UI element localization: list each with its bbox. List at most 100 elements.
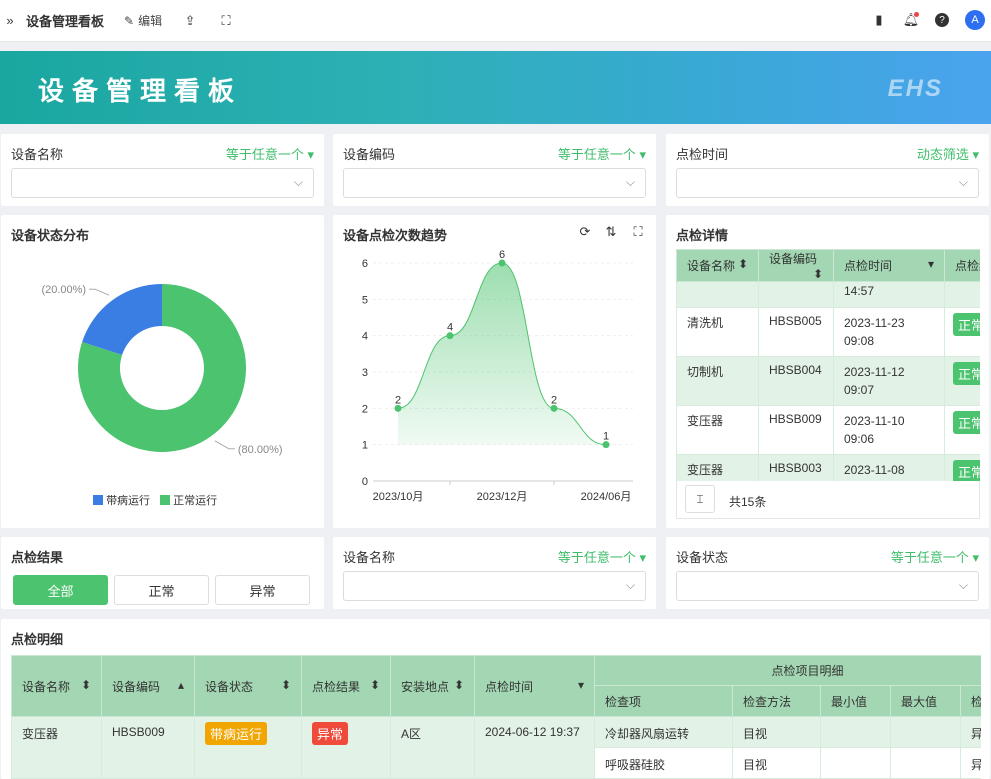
result-title: 点检结果 <box>11 550 64 565</box>
cell-code: HBSB004 <box>758 356 834 406</box>
cell-name: 变压器 <box>676 454 759 481</box>
cell-time: 2023-11-10 09:06 <box>833 405 945 455</box>
result-badge: 正常 <box>953 460 980 481</box>
pie-slice <box>78 284 247 452</box>
cell-time: 2023-11-23 09:08 <box>833 307 945 357</box>
sub-header: 检查方法 <box>732 685 821 717</box>
total-count: 共15条 <box>729 495 767 509</box>
filter-select[interactable]: ⌵ <box>343 571 646 601</box>
line-card: 设备点检次数趋势 ⟳ ⇅ ⛶ 0 1 2 3 4 5 6 2 2023/10月 4 6 2023/12… <box>333 215 656 528</box>
cell-name: 切制机 <box>676 356 759 406</box>
y-tick-label: 6 <box>362 258 368 270</box>
col-header[interactable]: 设备编码 ▴ <box>101 655 195 717</box>
col-header[interactable]: 安装地点 ⬍ <box>390 655 475 717</box>
edit-button[interactable]: ✎ 编辑 <box>124 13 163 29</box>
table-row[interactable]: 变压器 HBSB009 带病运行 异常 A区 2024-06-12 19:37 … <box>11 716 981 779</box>
slice-label: (20.00%) <box>41 284 86 296</box>
cell-code <box>758 281 834 308</box>
y-tick-label: 2 <box>362 403 368 415</box>
option-abnormal[interactable]: 异常 <box>215 575 310 605</box>
cell-name: 变压器 <box>676 405 759 455</box>
table-row[interactable]: 清洗机 HBSB005 2023-11-23 09:08 正常 <box>676 307 980 357</box>
col-header[interactable]: 设备编码 ⬍ <box>758 249 834 282</box>
result-badge: 异常 <box>312 722 349 745</box>
group-header: 点检项目明细 <box>594 655 981 686</box>
col-header[interactable]: 点检结 <box>944 249 980 282</box>
filter-select[interactable]: ⌵ <box>343 168 646 198</box>
data-label: 2 <box>395 394 401 406</box>
table-row[interactable]: 切制机 HBSB004 2023-11-12 09:07 正常 <box>676 356 980 406</box>
help-icon[interactable]: ? <box>935 13 949 27</box>
col-header[interactable]: 点检结果 ⬍ <box>301 655 391 717</box>
filter-operator[interactable]: 动态筛选 ▾ <box>916 147 979 162</box>
table-row[interactable]: 变压器 HBSB009 2023-11-10 09:06 正常 <box>676 405 980 455</box>
fullscreen-icon[interactable]: ⛶ <box>221 12 231 28</box>
y-tick-label: 3 <box>362 367 368 379</box>
detail-title: 点检详情 <box>676 228 729 243</box>
page-title: 设备管理看板 <box>26 14 105 29</box>
sort-icon[interactable]: ⇅ <box>605 224 617 239</box>
result-badge: 正常 <box>953 313 980 336</box>
refresh-icon[interactable]: ⟳ <box>579 224 591 239</box>
filter-operator[interactable]: 等于任意一个 ▾ <box>557 147 646 162</box>
fullscreen-icon[interactable]: ⛶ <box>633 224 643 239</box>
filter-operator[interactable]: 等于任意一个 ▾ <box>225 147 314 162</box>
result-badge: 正常 <box>953 411 980 434</box>
sub-header: 最大值 <box>890 685 961 717</box>
page-size-icon[interactable]: ⌶ <box>685 485 715 513</box>
option-all[interactable]: 全部 <box>13 575 108 605</box>
legend-item[interactable]: 带病运行 <box>93 492 150 508</box>
chevron-down-icon: ⌵ <box>625 175 635 189</box>
filter-device-code: 设备编码 等于任意一个 ▾ ⌵ <box>333 134 656 206</box>
cell-time: 2023-11-12 09:07 <box>833 356 945 406</box>
col-header[interactable]: 设备名称 ⬍ <box>11 655 102 717</box>
notebook-icon[interactable]: ▮ <box>875 12 883 27</box>
status-badge: 带病运行 <box>205 722 268 745</box>
cell-code: HBSB009 <box>101 716 195 779</box>
cell-place: A区 <box>390 716 475 779</box>
line-chart: 0 1 2 3 4 5 6 2 2023/10月 4 6 2023/12月 2 1 2024/06月 <box>362 249 633 503</box>
pie-slice <box>82 284 162 356</box>
cell-method: 目视 <box>732 747 821 779</box>
label-line <box>214 440 235 450</box>
filter-operator[interactable]: 等于任意一个 ▾ <box>557 550 646 565</box>
legend-item[interactable]: 正常运行 <box>160 492 217 508</box>
data-point <box>602 441 610 449</box>
share-icon[interactable]: ⇪ <box>184 12 196 28</box>
data-label: 4 <box>447 322 453 334</box>
data-point <box>446 332 454 340</box>
col-header[interactable]: 点检时间 ▾ <box>474 655 595 717</box>
filter-select[interactable]: ⌵ <box>676 168 979 198</box>
ehs-logo: EHS <box>887 75 943 102</box>
cell-time: 2024-06-12 19:37 <box>474 716 595 779</box>
filter-device-status: 设备状态 等于任意一个 ▾ ⌵ <box>666 537 989 609</box>
x-tick-label: 2023/12月 <box>477 491 528 503</box>
chevron-down-icon: ⌵ <box>958 175 968 189</box>
col-header[interactable]: 点检时间 ▾ <box>833 249 945 282</box>
filter-select[interactable]: ⌵ <box>11 168 314 198</box>
chevron-down-icon: ⌵ <box>293 175 303 189</box>
filter-label: 设备名称 <box>11 147 64 162</box>
col-header[interactable]: 设备状态 ⬍ <box>194 655 302 717</box>
y-tick-label: 4 <box>362 331 368 343</box>
avatar[interactable]: A <box>965 10 985 30</box>
table-row[interactable]: 14:57 <box>676 281 980 308</box>
filter-operator[interactable]: 等于任意一个 ▾ <box>890 550 979 565</box>
table-row[interactable]: 变压器 HBSB003 2023-11-08 正常 <box>676 454 980 481</box>
detail-card: 点检详情 设备名称 ⬍ 设备编码 ⬍ 点检时间 ▾ 点检结 14:57 清洗机 … <box>666 215 989 528</box>
slice-label: (80.00%) <box>238 444 283 456</box>
option-normal[interactable]: 正常 <box>114 575 209 605</box>
col-header[interactable]: 设备名称 ⬍ <box>676 249 759 282</box>
bell-icon[interactable]: 🔔︎ <box>902 12 920 27</box>
cell-result: 异常 <box>960 716 981 748</box>
label-line <box>89 288 110 296</box>
detail-table: 设备名称 ⬍ 设备编码 ⬍ 点检时间 ▾ 点检结 14:57 清洗机 HBSB0… <box>676 249 980 481</box>
x-tick-label: 2024/06月 <box>581 491 632 503</box>
cell-result: 异常 <box>960 747 981 779</box>
data-label: 1 <box>603 431 609 443</box>
cell-time: 2023-11-08 <box>833 454 945 481</box>
filter-select[interactable]: ⌵ <box>676 571 979 601</box>
expand-sidebar-icon[interactable]: » <box>6 13 14 28</box>
area-fill <box>398 263 606 445</box>
cell-code: HBSB003 <box>758 454 834 481</box>
